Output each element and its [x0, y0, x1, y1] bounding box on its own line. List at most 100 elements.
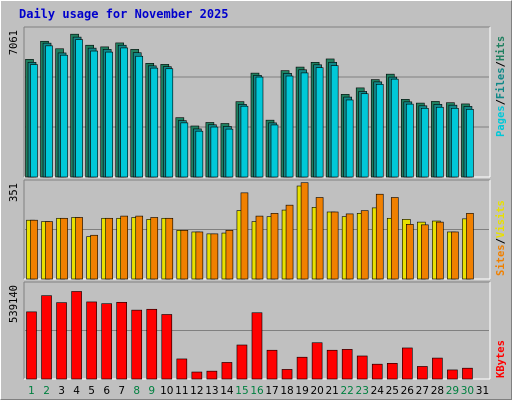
kbytes-bar	[176, 358, 188, 380]
pages-bar	[270, 124, 279, 178]
sites-visits-legend: Sites/Visits	[495, 200, 507, 276]
sites-bar	[60, 217, 68, 280]
day-label: 2	[43, 385, 50, 397]
kbytes-bar	[326, 349, 338, 380]
sites-bar	[150, 217, 159, 280]
day-label: 12	[190, 385, 203, 397]
pages-bar	[180, 122, 189, 178]
sites-bar	[375, 193, 384, 280]
chart-title: Daily usage for November 2025	[19, 7, 229, 21]
sites-bar	[45, 221, 53, 280]
sites-bar	[75, 217, 83, 280]
kbytes-bar	[432, 357, 443, 380]
pages-files-hits-legend-part: Files	[495, 67, 507, 99]
pages-bar	[105, 51, 113, 178]
sites-visits-legend-part: Sites	[495, 244, 507, 276]
day-label: 11	[175, 385, 188, 397]
sites-bar	[240, 192, 249, 280]
pages-bar	[225, 128, 234, 178]
pages-bar	[75, 39, 83, 178]
kbytes-bar	[236, 344, 248, 380]
pages-bar	[135, 55, 144, 178]
sites-bar	[390, 197, 399, 280]
sites-bar	[345, 213, 354, 280]
day-label: 6	[103, 385, 110, 397]
day-label: 23	[356, 385, 369, 397]
sites-bar	[255, 215, 264, 280]
sites-bar	[210, 233, 219, 280]
kbytes-bar	[146, 308, 158, 380]
day-label: 3	[58, 385, 65, 397]
kbytes-ymax-label: 539140	[8, 285, 20, 323]
kbytes-legend-part: KBytes	[495, 340, 507, 378]
day-label: 27	[416, 385, 429, 397]
kbytes-bar	[402, 347, 413, 380]
kbytes-bar	[131, 309, 143, 380]
pages-bar	[300, 72, 309, 178]
sites-bar	[466, 213, 474, 280]
sites-bar	[300, 182, 309, 280]
kbytes-bar	[26, 311, 37, 380]
day-label: 21	[325, 385, 338, 397]
pages-bar	[466, 109, 474, 178]
kbytes-legend: KBytes	[495, 340, 507, 378]
kbytes-bar	[371, 363, 383, 380]
day-label: 30	[461, 385, 474, 397]
sites-visits-legend-part: Visits	[495, 200, 507, 238]
kbytes-bar	[281, 369, 293, 380]
pages-bar	[45, 45, 53, 178]
sites-bar	[165, 217, 174, 280]
kbytes-bar	[266, 349, 278, 380]
sites-bar	[225, 230, 234, 280]
kbytes-bar	[341, 349, 353, 380]
pages-bar	[150, 67, 159, 178]
pages-bar	[210, 126, 219, 178]
kbytes-bar	[296, 356, 308, 380]
kbytes-bar	[56, 302, 67, 380]
day-label: 19	[295, 385, 308, 397]
sites-bar	[270, 213, 279, 280]
pages-bar	[30, 64, 38, 178]
day-label: 10	[160, 385, 173, 397]
kbytes-bar	[101, 303, 112, 380]
day-label: 29	[446, 385, 459, 397]
day-label: 1	[28, 385, 35, 397]
kbytes-bar	[71, 291, 82, 380]
kbytes-bar	[116, 301, 127, 380]
sites-bar	[330, 211, 339, 280]
day-label: 26	[401, 385, 415, 397]
day-label: 15	[235, 385, 248, 397]
day-label: 17	[265, 385, 278, 397]
pages-bar	[195, 130, 204, 178]
sites-bar	[436, 221, 444, 280]
kbytes-bar	[191, 371, 203, 380]
sites-bar	[421, 224, 429, 280]
pages-bar	[240, 105, 249, 178]
day-label: 16	[250, 385, 264, 397]
sites-bar	[451, 231, 459, 280]
day-label: 4	[73, 385, 80, 397]
day-label: 8	[133, 385, 140, 397]
kbytes-bar	[41, 295, 52, 380]
day-label: 25	[386, 385, 399, 397]
sites-visits-ymax-label: 351	[8, 183, 20, 202]
day-label: 24	[371, 385, 385, 397]
pages-files-hits-legend-part: Hits	[495, 36, 507, 61]
day-label: 14	[220, 385, 234, 397]
kbytes-bar	[462, 367, 473, 380]
pages-bar	[345, 99, 354, 178]
labels-layer: 7061351539140Pages/Files/HitsSites/Visit…	[8, 30, 507, 397]
pages-bar	[436, 106, 444, 178]
pages-bar	[360, 93, 369, 178]
pages-bar	[120, 47, 128, 178]
pages-bar	[255, 76, 264, 178]
sites-bar	[285, 204, 294, 280]
pages-bar	[406, 103, 414, 178]
kbytes-bar	[161, 314, 173, 380]
pages-files-hits-legend: Pages/Files/Hits	[495, 36, 507, 137]
day-label: 20	[310, 385, 323, 397]
pages-bar	[375, 84, 384, 178]
day-label: 13	[205, 385, 218, 397]
kbytes-bar	[386, 363, 398, 380]
